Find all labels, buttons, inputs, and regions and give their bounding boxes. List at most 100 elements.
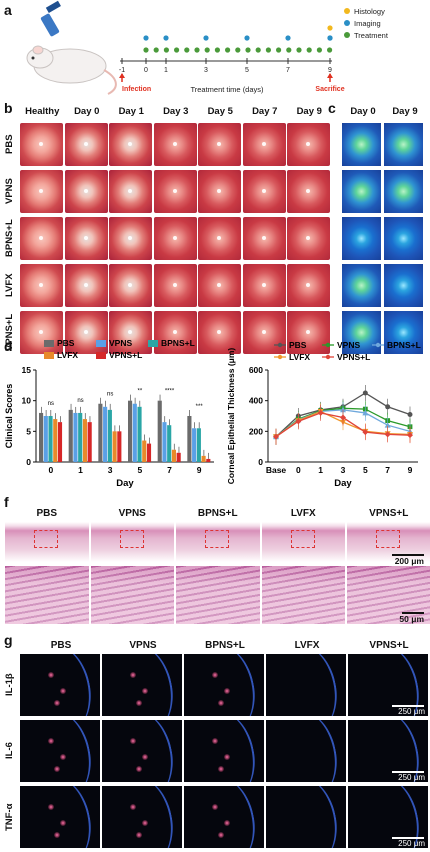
- line-legend-label: VPNS: [337, 340, 360, 350]
- cytokine-signal: [54, 766, 60, 772]
- if-column-label: PBS: [50, 640, 72, 651]
- eye-photo: [198, 311, 241, 354]
- bar-ytick-label: 0: [26, 457, 31, 467]
- line-legend-marker: [277, 342, 283, 348]
- histology-column-label: LVFX: [290, 508, 316, 519]
- photo-row-label: PBS: [4, 134, 15, 155]
- eye-photo: [64, 170, 108, 213]
- imaging-dot: [203, 35, 209, 41]
- eye-photo: [242, 123, 286, 166]
- bar-legend-label: PBS: [57, 338, 75, 348]
- cytokine-signal: [54, 832, 60, 838]
- if-row-label: TNF-α: [4, 803, 15, 831]
- bar: [167, 425, 172, 462]
- timeline-day-label: 0: [144, 67, 148, 74]
- histology-dot: [327, 25, 333, 31]
- fluorescein-photo: [342, 217, 381, 260]
- zoom-box: [205, 530, 229, 548]
- timeline-day-label: 9: [328, 67, 332, 74]
- bar: [162, 422, 167, 462]
- eye-photo: [198, 217, 241, 260]
- treatment-dot: [184, 47, 190, 53]
- treatment-dot: [174, 47, 180, 53]
- if-scale-bar: [392, 771, 424, 773]
- photo-column-label: Day 3: [163, 106, 189, 117]
- treatment-dot: [276, 47, 282, 53]
- infection-label: Infection: [122, 86, 151, 93]
- photo-column-label: Healthy: [25, 106, 60, 117]
- if-scale-bar: [392, 705, 424, 707]
- eye-photo: [242, 170, 286, 213]
- if-row-label: IL-6: [4, 742, 15, 760]
- cytokine-signal: [60, 820, 66, 826]
- bar-category-label: 9: [197, 465, 202, 475]
- eye-photo: [198, 123, 241, 166]
- if-image: [184, 654, 264, 716]
- treatment-dot: [255, 47, 261, 53]
- if-scale-label: 250 μm: [398, 773, 425, 782]
- tissue-layer: [20, 720, 99, 782]
- imaging-dot: [143, 35, 149, 41]
- if-row-label: IL-1β: [4, 673, 15, 697]
- bar: [48, 416, 53, 462]
- timeline-legend-label: Histology: [354, 7, 385, 16]
- histology-column-label: VPNS+L: [369, 508, 409, 519]
- photo-column-label: Day 0: [74, 106, 100, 117]
- bar: [187, 416, 192, 462]
- cytokine-signal: [224, 688, 230, 694]
- if-column-label: VPNS: [129, 640, 157, 651]
- line-xlabel: Day: [334, 478, 352, 489]
- line-legend-marker: [325, 342, 331, 348]
- eye-photo: [20, 123, 63, 166]
- bar-legend-label: VPNS: [109, 338, 132, 348]
- eye-photo: [153, 170, 197, 213]
- panel-label-g: g: [4, 632, 13, 648]
- bar: [206, 458, 211, 462]
- if-image: [266, 786, 346, 848]
- line-point: [385, 404, 391, 410]
- photo-column-label: Day 1: [118, 106, 144, 117]
- fluorescein-photo: [342, 123, 381, 166]
- eye-photo: [198, 170, 241, 213]
- bar: [137, 406, 142, 462]
- cytokine-signal: [48, 804, 54, 810]
- if-image: [102, 720, 182, 782]
- if-image: [20, 786, 100, 848]
- line-ylabel: Corneal Epithelial Thickness (μm): [226, 348, 236, 485]
- fluorescein-photo: [384, 170, 423, 213]
- eye-photo: [287, 123, 330, 166]
- bar: [53, 419, 58, 462]
- bar-category-label: 7: [167, 465, 172, 475]
- eye-photo: [153, 217, 197, 260]
- line-point: [362, 390, 368, 396]
- photo-row-label: VPNS: [4, 178, 15, 205]
- line-legend-label: VPNS+L: [337, 352, 370, 362]
- bar: [68, 409, 73, 462]
- eye-photo: [109, 311, 152, 354]
- bar-annotation: ns: [107, 392, 113, 398]
- photo-row-label: BPNS+L: [4, 219, 15, 258]
- treatment-dot: [306, 47, 312, 53]
- bar-legend-swatch: [96, 352, 106, 359]
- eye-photo: [198, 264, 241, 307]
- tissue-layer: [102, 654, 181, 716]
- bar: [157, 400, 162, 462]
- eye-photo: [153, 311, 197, 354]
- bar-ytick-label: 15: [22, 365, 32, 375]
- histology-low-mag: [5, 522, 89, 562]
- line-ytick-label: 0: [258, 457, 263, 467]
- cytokine-signal: [54, 700, 60, 706]
- if-image: [184, 720, 264, 782]
- timeline-figure: -1 0 1 3 5 7 9 Infection Treatment time (days)…: [26, 0, 389, 95]
- fluorescein-photo: [384, 123, 423, 166]
- cytokine-signal: [130, 804, 136, 810]
- bar-category-label: 0: [48, 465, 53, 475]
- fluorescein-photo: [342, 264, 381, 307]
- timeline-day-label: 7: [286, 67, 290, 74]
- cytokine-signal: [218, 700, 224, 706]
- eye-photo: [20, 217, 63, 260]
- cytokine-signal: [60, 754, 66, 760]
- cytokine-signal: [212, 738, 218, 744]
- bar: [98, 403, 103, 462]
- line-point: [362, 429, 369, 436]
